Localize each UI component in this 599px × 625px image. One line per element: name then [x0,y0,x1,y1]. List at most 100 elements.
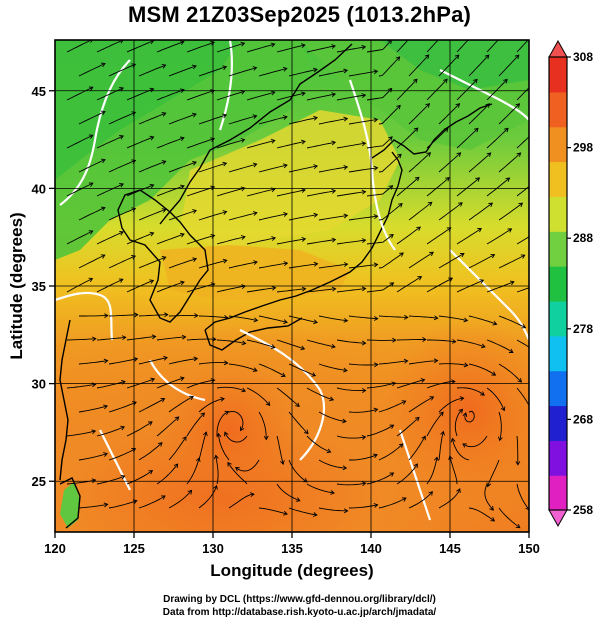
streamline [318,459,347,469]
streamline [138,256,166,269]
streamline-arrowhead [503,31,507,35]
streamline [378,443,404,461]
streamline-arrowhead [282,163,288,169]
streamline [318,214,348,221]
streamline [228,363,258,372]
streamline [336,142,366,149]
streamline [126,232,154,245]
streamline [336,288,366,293]
streamline [168,358,198,365]
streamline-arrowhead [486,152,492,157]
streamline [168,436,187,461]
streamline-arrowhead [301,139,306,145]
streamline [408,251,434,269]
streamline [528,75,529,76]
streamline [246,237,276,245]
streamline-arrowhead [480,391,485,396]
streamline [456,228,482,245]
streamline-arrowhead [534,128,538,132]
streamline [408,54,430,77]
streamline [378,315,408,318]
streamline-arrowhead [429,396,435,401]
streamline [306,190,336,197]
streamline-arrowhead [180,184,185,190]
streamline [216,42,245,53]
streamline [78,405,108,413]
streamline-arrowhead [373,316,379,321]
streamline-arrowhead [179,88,185,93]
streamline [516,87,529,101]
streamline [378,252,404,269]
streamline [66,230,93,245]
streamline [349,454,378,461]
streamline [396,276,422,293]
colorbar-tick-label-288: 288 [573,231,593,245]
streamline [78,453,108,461]
streamline-arrowhead [311,372,317,377]
streamline-arrowhead [240,41,246,47]
streamline [288,315,318,323]
streamline-arrowhead [132,401,137,406]
streamline-arrowhead [343,68,349,74]
streamline [288,214,318,221]
streamline-arrowhead [279,460,285,465]
streamline [498,152,521,173]
streamline-arrowhead [535,178,539,182]
streamline [498,202,523,221]
streamline [438,54,460,77]
streamline [108,358,138,365]
streamline-arrowhead [100,110,106,116]
coastlines [59,43,493,529]
streamline [227,462,248,485]
streamline [246,188,275,197]
streamline [464,410,475,423]
streamline-arrowhead [537,352,541,356]
streamline-arrowhead [174,416,180,422]
streamline [138,495,166,509]
streamline [198,485,218,509]
streamline-arrowhead [503,78,508,84]
streamline [108,111,136,125]
streamline [468,315,497,325]
streamline-arrowhead [179,136,185,142]
streamline [366,40,392,53]
streamline-arrowhead [161,256,167,261]
streamline-arrowhead [182,436,187,441]
streamline [378,56,401,77]
streamline [108,401,137,413]
streamline-arrowhead [361,340,367,346]
streamline-arrowhead [397,153,402,159]
streamline [486,79,508,101]
streamline-arrowhead [223,360,229,366]
streamline-arrowhead [417,276,423,281]
colorbar-segment [549,405,567,441]
streamline-arrowhead [213,454,219,460]
streamline [516,287,529,293]
streamline [426,411,444,437]
streamline-arrowhead [389,472,395,477]
streamline [78,360,108,365]
streamline [378,400,406,413]
streamline [528,364,529,365]
y-tick-label-35: 35 [32,279,46,294]
streamline-arrowhead [473,31,477,35]
streamline-arrowhead [118,278,124,283]
streamline-arrowhead [222,210,228,215]
streamline-arrowhead [194,313,199,318]
streamline-arrowhead [161,160,167,165]
streamline-arrowhead [361,238,367,243]
streamline-arrowhead [413,127,419,133]
streamline [438,202,463,221]
streamline [318,507,348,512]
streamline [138,442,163,461]
streamline [258,363,286,377]
streamline [228,493,254,509]
streamline [486,127,509,149]
streamline-arrowhead [210,185,216,191]
streamline [96,40,124,53]
streamline-arrowhead [283,261,289,267]
streamline-arrowhead [473,127,479,133]
streamline [276,435,284,465]
streamline [336,239,366,245]
streamline [306,141,336,149]
